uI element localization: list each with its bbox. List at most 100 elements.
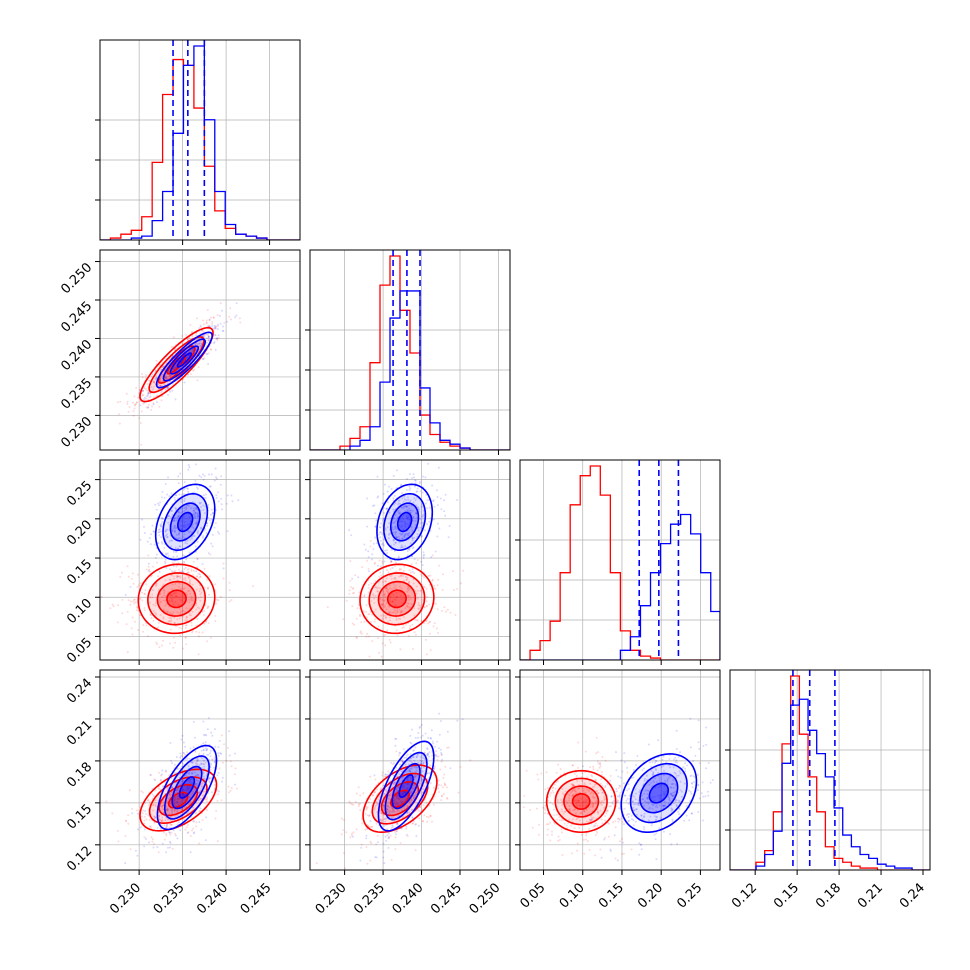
scatter-point xyxy=(423,814,426,817)
scatter-point xyxy=(400,568,403,571)
scatter-point xyxy=(573,772,576,775)
scatter-point xyxy=(406,534,409,536)
scatter-point xyxy=(214,817,217,820)
scatter-point xyxy=(369,840,372,843)
scatter-point xyxy=(393,577,396,580)
scatter-point xyxy=(395,531,397,533)
scatter-point xyxy=(159,614,162,617)
scatter-point xyxy=(391,526,394,529)
scatter-point xyxy=(204,621,207,624)
scatter-point xyxy=(654,819,657,822)
scatter-point xyxy=(641,769,644,772)
scatter-point xyxy=(594,825,597,828)
scatter-point xyxy=(188,577,190,579)
scatter-point xyxy=(561,854,564,856)
scatter-point xyxy=(218,532,221,535)
scatter-point xyxy=(180,800,183,803)
scatter-point xyxy=(177,515,180,518)
scatter-point xyxy=(165,769,167,772)
scatter-point xyxy=(207,362,210,365)
scatter-point xyxy=(429,574,432,577)
scatter-point xyxy=(172,555,175,558)
scatter-point xyxy=(170,588,173,590)
scatter-point xyxy=(375,843,378,846)
scatter-point xyxy=(186,571,189,574)
scatter-point xyxy=(152,403,155,406)
scatter-point xyxy=(169,374,172,377)
scatter-point xyxy=(586,840,589,843)
scatter-point xyxy=(143,819,146,822)
scatter-point xyxy=(168,642,171,645)
scatter-point xyxy=(174,763,176,766)
scatter-point xyxy=(209,764,212,767)
scatter-point xyxy=(157,531,160,534)
scatter-point xyxy=(211,791,214,794)
scatter-point xyxy=(412,515,415,518)
scatter-point xyxy=(611,800,614,803)
scatter-point xyxy=(399,585,401,588)
scatter-point xyxy=(388,522,391,525)
scatter-point xyxy=(351,622,354,625)
scatter-point xyxy=(607,835,610,838)
scatter-point xyxy=(194,508,197,511)
scatter-point xyxy=(572,788,575,791)
scatter-point xyxy=(172,550,175,553)
scatter-point xyxy=(138,417,141,419)
scatter-point xyxy=(189,530,192,533)
scatter-point xyxy=(417,824,420,827)
scatter-point xyxy=(391,521,394,524)
scatter-point xyxy=(371,640,374,643)
scatter-point xyxy=(380,655,383,658)
scatter-point xyxy=(406,576,409,579)
y-tick-label: 0.240 xyxy=(58,337,95,374)
scatter-point xyxy=(234,783,237,786)
scatter-point xyxy=(182,647,185,650)
scatter-point xyxy=(202,742,205,745)
scatter-point xyxy=(544,804,547,807)
scatter-point xyxy=(393,762,396,764)
scatter-point xyxy=(202,759,205,762)
scatter-point xyxy=(376,496,379,499)
scatter-point xyxy=(422,585,425,588)
scatter-point xyxy=(586,799,588,802)
scatter-point xyxy=(406,779,409,782)
scatter-point xyxy=(434,550,437,553)
scatter-point xyxy=(426,748,429,751)
scatter-point xyxy=(365,837,368,840)
scatter-point xyxy=(165,809,168,812)
scatter-point xyxy=(186,568,189,571)
scatter-point xyxy=(393,799,396,802)
scatter-point xyxy=(215,522,217,525)
scatter-point xyxy=(565,824,568,827)
scatter-point xyxy=(381,560,384,563)
scatter-point xyxy=(394,848,397,851)
scatter-point xyxy=(141,376,144,379)
scatter-point xyxy=(149,613,152,616)
scatter-point xyxy=(395,519,398,521)
scatter-point xyxy=(556,818,559,821)
scatter-point xyxy=(194,517,197,519)
scatter-point xyxy=(190,349,193,352)
scatter-point xyxy=(205,772,208,775)
scatter-point xyxy=(412,756,415,759)
scatter-point xyxy=(388,532,391,535)
scatter-point xyxy=(571,783,573,786)
scatter-point xyxy=(591,775,594,778)
scatter-point xyxy=(218,336,220,339)
scatter-point xyxy=(350,534,353,537)
scatter-point xyxy=(174,592,177,595)
scatter-point xyxy=(581,779,583,782)
scatter-point xyxy=(152,803,155,806)
scatter-point xyxy=(399,759,402,762)
scatter-point xyxy=(413,614,416,617)
scatter-point xyxy=(210,731,213,734)
scatter-point xyxy=(172,562,175,565)
scatter-point xyxy=(159,380,162,383)
scatter-point xyxy=(413,607,416,610)
scatter-point xyxy=(437,466,440,469)
scatter-point xyxy=(403,535,406,538)
scatter-point xyxy=(651,761,654,764)
scatter-point xyxy=(133,598,136,601)
scatter-point xyxy=(118,413,121,416)
scatter-point xyxy=(407,516,409,519)
